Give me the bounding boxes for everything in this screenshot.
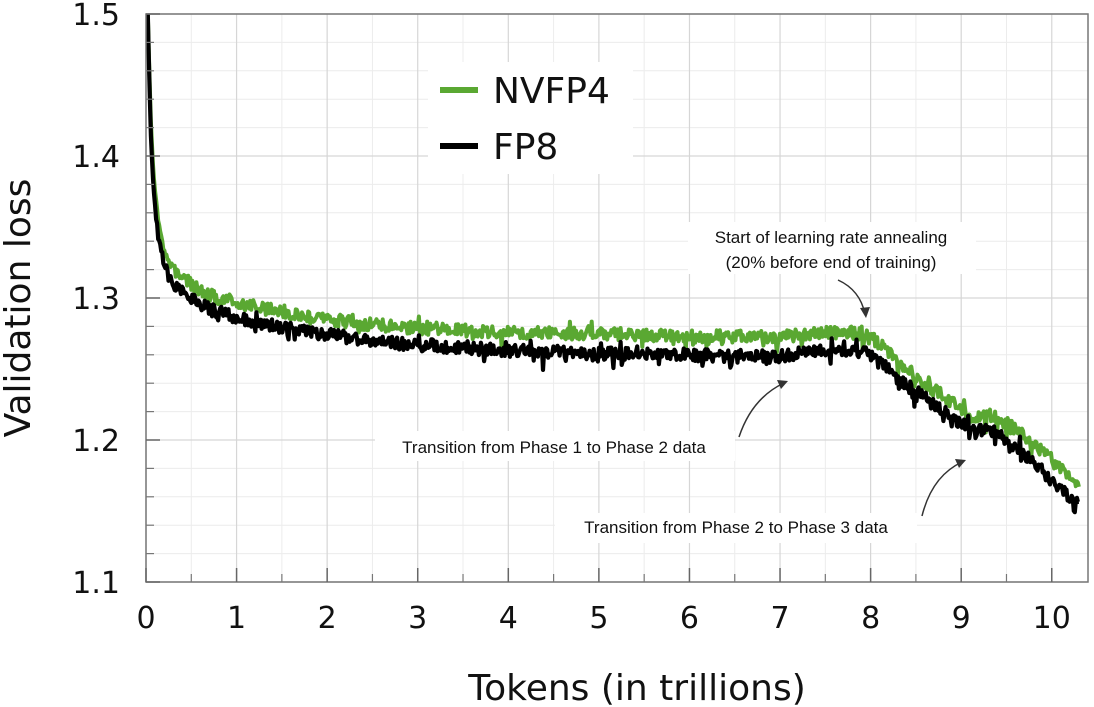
annotation-phase12-arrow	[738, 382, 785, 438]
x-tick-label: 1	[227, 601, 246, 636]
annotation-annealing-bg	[688, 222, 976, 274]
annotation-phase23-bg	[555, 513, 917, 543]
annotation-phase23-text: Transition from Phase 2 to Phase 3 data	[584, 518, 888, 537]
legend-label-fp8: FP8	[493, 127, 558, 168]
annotation-annealing-arrowhead	[860, 307, 870, 318]
x-tick-label: 3	[408, 601, 427, 636]
legend: NVFP4 FP8	[428, 62, 633, 174]
annotation-phase12-text: Transition from Phase 1 to Phase 2 data	[402, 438, 706, 457]
annotation-phase12-bg	[375, 431, 735, 461]
y-tick-label: 1.1	[72, 566, 120, 601]
x-ticks: 0 1 2 3 4 5 6 7 8 9 10	[136, 568, 1071, 636]
y-tick-label: 1.4	[72, 140, 120, 175]
annotations: Start of learning rate annealing (20% be…	[375, 222, 976, 543]
annotation-annealing-line2: (20% before end of training)	[726, 253, 937, 272]
annotation-phase23-arrowhead	[955, 459, 966, 468]
legend-background	[428, 62, 633, 174]
y-tick-label: 1.2	[72, 424, 120, 459]
legend-label-nvfp4: NVFP4	[493, 71, 610, 112]
x-tick-label: 9	[952, 601, 971, 636]
series-layer	[145, 13, 1081, 515]
x-axis-title: Tokens (in trillions)	[467, 668, 806, 707]
x-tick-label: 5	[589, 601, 608, 636]
x-tick-label: 7	[770, 601, 789, 636]
y-ticks: 1.1 1.2 1.3 1.4 1.5	[72, 0, 160, 601]
x-tick-label: 2	[318, 601, 337, 636]
x-tick-label: 8	[861, 601, 880, 636]
annotation-phase12-arrowhead	[777, 380, 788, 389]
y-tick-label: 1.5	[72, 0, 120, 33]
y-axis-title: Validation loss	[0, 179, 39, 438]
x-tick-label: 0	[136, 601, 155, 636]
x-tick-label: 10	[1033, 601, 1071, 636]
series-line-nvfp4	[145, 13, 1081, 489]
annotation-annealing-line1: Start of learning rate annealing	[715, 228, 948, 247]
x-tick-label: 6	[680, 601, 699, 636]
y-tick-label: 1.3	[72, 282, 120, 317]
series-line-fp8	[145, 13, 1081, 515]
x-tick-label: 4	[499, 601, 518, 636]
annotation-phase23-arrow	[921, 461, 963, 517]
